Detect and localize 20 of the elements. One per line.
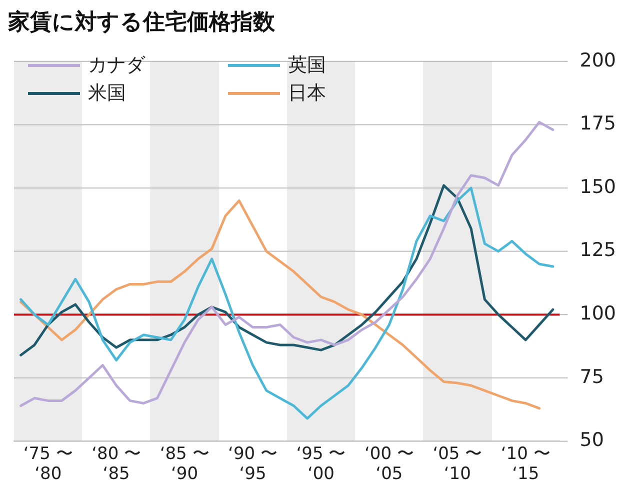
x-tick-label: ‘10 〜 ‘15 (500, 444, 550, 484)
x-tick-label: ‘95 〜 ‘00 (296, 444, 346, 484)
y-tick-label: 200 (580, 49, 616, 72)
x-tick-label: ‘75 〜 ‘80 (23, 444, 73, 484)
y-tick-label: 100 (580, 302, 616, 325)
legend-label: カナダ (88, 53, 145, 78)
x-tick-label: ‘80 〜 ‘85 (92, 444, 142, 484)
x-tick-label: ‘90 〜 ‘95 (228, 444, 278, 484)
legend-label: 英国 (288, 53, 326, 78)
chart-title: 家賃に対する住宅価格指数 (8, 8, 276, 37)
legend-label: 日本 (288, 81, 326, 106)
legend-label: 米国 (88, 81, 126, 106)
x-tick-label: ‘05 〜 ‘10 (432, 444, 482, 484)
y-tick-label: 50 (580, 429, 604, 452)
y-tick-label: 150 (580, 176, 616, 198)
y-tick-label: 75 (580, 366, 604, 388)
x-tick-label: ‘00 〜 ‘05 (364, 444, 414, 484)
y-tick-label: 175 (580, 112, 616, 135)
y-tick-label: 125 (580, 239, 616, 262)
x-tick-label: ‘85 〜 ‘90 (160, 444, 210, 484)
